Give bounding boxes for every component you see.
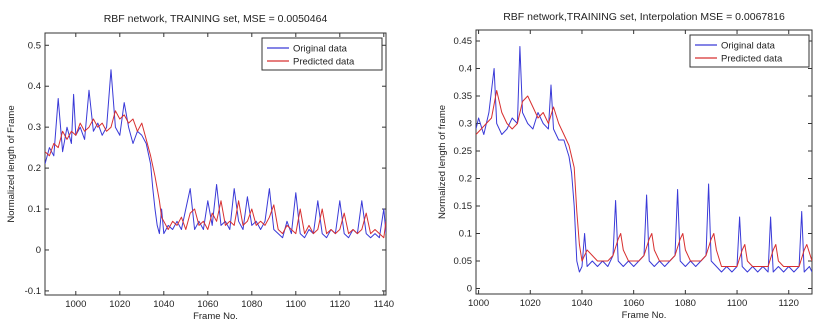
chart-left: RBF network, TRAINING set, MSE = 0.00504… — [6, 13, 394, 322]
y-tick-label: 0.15 — [454, 201, 473, 212]
x-tick-label: 1060 — [623, 298, 644, 309]
chart-title: RBF network,TRAINING set, Interpolation … — [503, 11, 785, 23]
x-tick-label: 1120 — [330, 299, 350, 310]
y-axis-label: Normalized length of Frame — [6, 105, 17, 222]
y-tick-label: 0 — [467, 284, 472, 295]
y-tick-label: 0.2 — [459, 174, 472, 185]
y-tick-label: -0.1 — [25, 286, 41, 297]
chart-right: RBF network,TRAINING set, Interpolation … — [437, 11, 813, 321]
y-tick-label: 0.3 — [28, 122, 41, 133]
x-axis-label: Frame No. — [193, 311, 238, 322]
x-tick-label: 1140 — [374, 299, 394, 310]
x-tick-label: 1040 — [571, 298, 592, 309]
y-tick-label: 0.3 — [459, 119, 472, 130]
plot-area — [44, 32, 387, 296]
x-tick-label: 1080 — [241, 299, 262, 310]
y-axis-label: Normalized length of frame — [437, 105, 448, 219]
x-tick-label: 1120 — [779, 298, 799, 309]
y-tick-label: 0.45 — [454, 36, 473, 47]
y-tick-label: 0.1 — [28, 204, 41, 215]
x-tick-label: 1020 — [109, 299, 130, 310]
series-line-original — [45, 69, 386, 239]
y-tick-label: 0.05 — [454, 256, 473, 267]
series-line-predicted — [45, 110, 386, 239]
y-tick-label: 0.4 — [459, 64, 472, 75]
y-tick-label: 0 — [36, 245, 41, 256]
y-tick-label: 0.5 — [28, 40, 41, 51]
legend-label: Original data — [293, 44, 348, 55]
y-tick-label: 0.2 — [28, 163, 41, 174]
legend-label: Predicted data — [721, 54, 783, 65]
x-tick-label: 1080 — [675, 298, 696, 309]
legend-box — [689, 34, 810, 68]
x-tick-label: 1000 — [468, 298, 489, 309]
y-tick-label: 0.1 — [459, 229, 472, 240]
x-tick-label: 1000 — [65, 299, 86, 310]
legend-label: Original data — [721, 41, 776, 52]
x-tick-label: 1020 — [520, 298, 541, 309]
x-tick-label: 1040 — [153, 299, 174, 310]
y-tick-label: 0.25 — [454, 146, 473, 157]
series-line-predicted — [476, 90, 812, 267]
y-tick-label: 0.35 — [454, 91, 473, 102]
y-tick-label: 0.4 — [28, 81, 41, 92]
legend-box — [261, 37, 383, 71]
legend-label: Predicted data — [293, 57, 355, 68]
x-tick-label: 1100 — [727, 298, 747, 309]
x-axis-label: Frame No. — [622, 310, 667, 321]
x-tick-label: 1100 — [286, 299, 306, 310]
x-tick-label: 1060 — [197, 299, 218, 310]
chart-title: RBF network, TRAINING set, MSE = 0.00504… — [104, 13, 328, 25]
